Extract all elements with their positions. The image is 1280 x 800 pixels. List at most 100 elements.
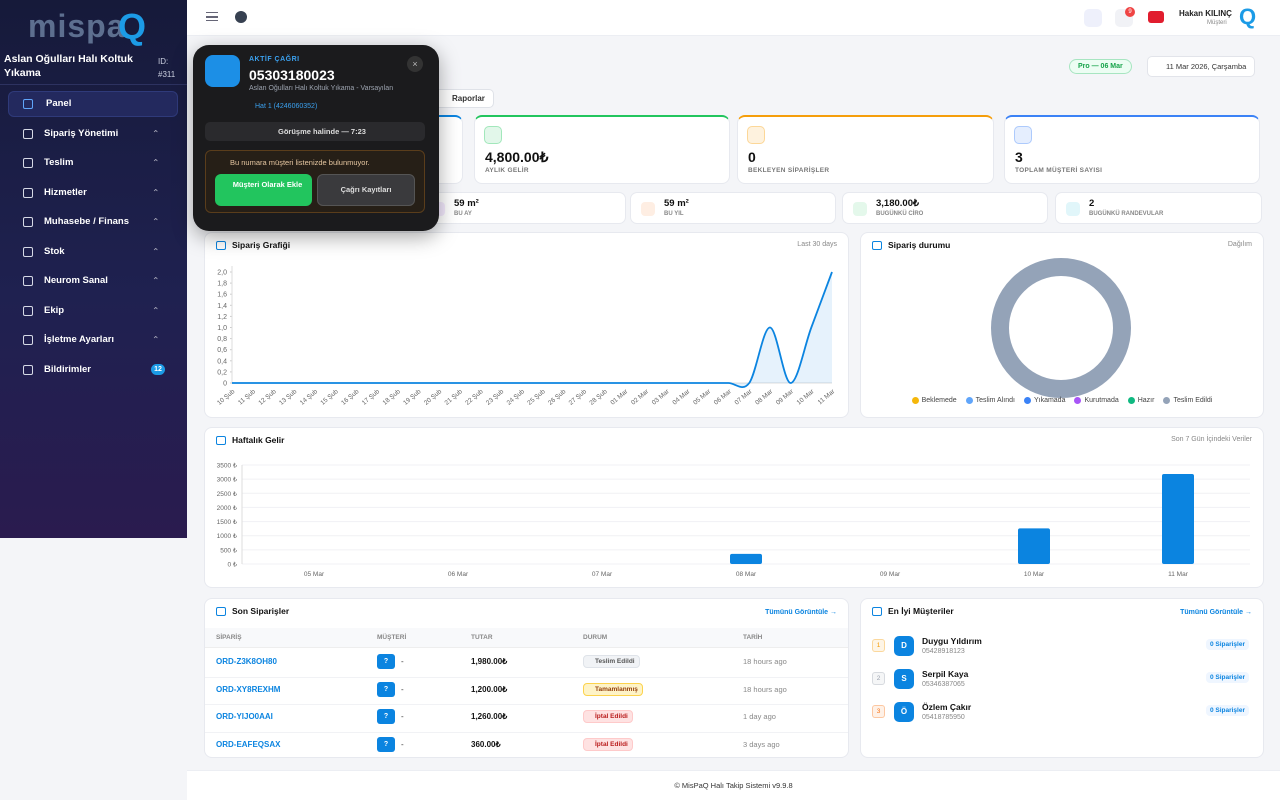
order-date: 18 hours ago — [743, 657, 787, 666]
qr-button[interactable] — [1084, 9, 1102, 27]
call-tag: AKTİF ÇAĞRI — [249, 56, 300, 63]
y-tick-label: 0 ₺ — [227, 561, 237, 569]
mini-card: 2 BUGÜNKÜ RANDEVULAR — [1055, 192, 1262, 224]
column-header: TUTAR — [471, 634, 493, 641]
customer-phone: 05418785950 — [922, 714, 965, 721]
menu-icon — [23, 276, 33, 286]
customer-avatar: ? — [377, 681, 395, 697]
customer-name[interactable]: Özlem Çakır — [922, 702, 972, 712]
rank: 3 — [872, 705, 885, 718]
mini-icon — [1066, 202, 1080, 216]
column-header: MÜŞTERİ — [377, 634, 407, 641]
call-status: Görüşme halinde — 7:23 — [278, 127, 366, 136]
customer-name: - — [401, 684, 404, 694]
legend-item: Hazır — [1127, 394, 1154, 406]
status-chip: İptal Edildi — [583, 737, 633, 751]
close-button[interactable]: × — [407, 56, 423, 72]
bar — [1162, 474, 1194, 564]
mini-label: BU AY — [454, 211, 472, 217]
y-tick-label: 0,4 — [217, 358, 227, 365]
panel-title: Sipariş durumu — [888, 240, 951, 250]
menu-item[interactable]: İşletme Ayarları — [44, 334, 115, 345]
call-line1: Aslan Oğulları Halı Koltuk Yıkama - Vars… — [249, 85, 394, 92]
menu-icon — [23, 246, 33, 257]
menu-item[interactable]: Neurom Sanal — [44, 275, 108, 286]
legend-swatch — [1127, 396, 1135, 404]
y-tick-label: 500 ₺ — [220, 546, 238, 554]
stat-icon — [747, 126, 765, 144]
stat-icon — [484, 126, 502, 144]
call-number: 05303180023 — [249, 67, 335, 83]
order-date: 3 days ago — [743, 739, 780, 749]
menu-item[interactable]: Ekip — [44, 304, 65, 316]
y-tick-label: 1000 ₺ — [217, 532, 238, 540]
menu-icon — [23, 187, 33, 198]
legend-label: Teslim Edildi — [1173, 396, 1213, 404]
mini-label: BU YIL — [664, 211, 684, 217]
status-chip: Teslim Edildi — [583, 655, 640, 668]
menu-item[interactable]: Teslim — [44, 157, 74, 168]
menu-item[interactable]: Muhasebe / Finans — [44, 216, 129, 227]
order-count: 0 Siparişler — [1205, 705, 1249, 716]
line — [232, 271, 833, 388]
menu-icon — [23, 128, 33, 139]
order-id[interactable]: ORD-EAFEQSAX — [216, 739, 281, 749]
legend-label: Kurutmada — [1084, 396, 1119, 404]
menu-item[interactable]: Panel — [46, 98, 72, 109]
add-customer-button[interactable]: Müşteri Olarak Ekle — [215, 174, 312, 206]
mini-icon — [853, 202, 867, 216]
order-id[interactable]: ORD-YIJO0AAI — [216, 712, 273, 721]
line-area — [232, 272, 832, 388]
panel-title: Son Siparişler — [232, 606, 290, 616]
call-log-button[interactable]: Çağrı Kayıtları — [317, 174, 415, 206]
customer-name[interactable]: Serpil Kaya — [922, 669, 969, 679]
customer-name[interactable]: Duygu Yıldırım — [922, 636, 982, 646]
stat-label: AYLIK GELİR — [485, 167, 529, 174]
footer-bar — [187, 770, 1280, 800]
menu-item[interactable]: Bildirimler — [44, 363, 91, 375]
order-date: 18 hours ago — [743, 684, 787, 694]
legend-swatch — [1074, 396, 1082, 404]
menu-icon — [23, 305, 33, 316]
user-logo: Q — [1239, 4, 1257, 29]
column-header: DURUM — [583, 634, 608, 641]
donut-segment — [991, 258, 1131, 398]
order-id[interactable]: ORD-XY8REXHM — [216, 684, 281, 694]
legend-swatch — [911, 396, 919, 404]
menu-item[interactable]: Hizmetler — [44, 186, 87, 198]
stat-label: BEKLEYEN SİPARİŞLER — [748, 167, 830, 174]
panel-subtitle[interactable]: Tümünü Görüntüle → — [765, 609, 837, 616]
menu-item[interactable]: Stok — [44, 245, 65, 257]
customer-avatar: ? — [377, 709, 395, 724]
y-tick-label: 3500 ₺ — [217, 462, 238, 470]
customer-avatar: ? — [377, 654, 395, 669]
user-name[interactable]: Hakan KILINÇ — [1179, 9, 1232, 18]
menu-icon — [23, 158, 33, 168]
logo-q: Q — [118, 6, 147, 47]
flag[interactable] — [1148, 11, 1164, 23]
menu-item[interactable]: Sipariş Yönetimi — [44, 127, 119, 139]
panel-title: Haftalık Gelir — [232, 435, 285, 445]
globe[interactable] — [235, 11, 247, 23]
legend-label: Beklemede — [921, 396, 957, 404]
panel-icon — [872, 241, 882, 250]
panel-subtitle[interactable]: Tümünü Görüntüle → — [1180, 609, 1252, 616]
y-tick-label: 1500 ₺ — [217, 518, 238, 526]
rank: 2 — [872, 672, 885, 685]
y-tick-label: 0,8 — [217, 336, 227, 343]
customer-phone: 05428918123 — [922, 648, 965, 655]
order-id[interactable]: ORD-Z3K8OH80 — [216, 657, 277, 666]
y-tick-label: 2500 ₺ — [217, 490, 238, 498]
status-chip: Tamamlanmış — [583, 682, 643, 696]
x-tick-label: 10 Mar — [1024, 571, 1045, 578]
y-tick-label: 1,6 — [217, 292, 227, 299]
row-divider — [205, 676, 848, 678]
hamburger-mid — [206, 16, 218, 18]
menu-icon — [23, 335, 33, 345]
mini-value: 59 m² — [454, 198, 479, 209]
y-tick-label: 2000 ₺ — [217, 504, 238, 512]
hamburger[interactable] — [206, 12, 218, 21]
customer-name: - — [401, 739, 404, 749]
